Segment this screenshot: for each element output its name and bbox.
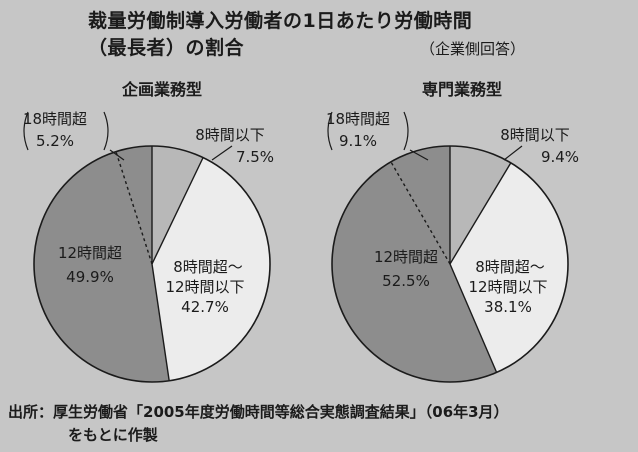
pie-divider [449, 263, 498, 373]
pie-divider [151, 157, 204, 265]
slice-category-label: 8時間以下 [195, 126, 265, 144]
slice-category-label: 8時間超～ [173, 258, 243, 276]
pie-professional: 8時間以下 9.4% 8時間超～ 12時間以下 38.1% 12時間超 52.5% 18時間超… [326, 110, 579, 383]
slice-value-label: 9.1% [339, 132, 377, 150]
pie-divider [151, 263, 170, 381]
label-bracket-right [403, 111, 409, 151]
slice-value-label: 9.4% [541, 148, 579, 166]
pie-slice [390, 146, 450, 264]
slice-value-label: 49.9% [66, 268, 114, 286]
chart-title-line2: （最長者）の割合 [88, 37, 245, 59]
pie-slice [332, 161, 497, 382]
leader-line [409, 149, 429, 161]
pie-divider-dashed [115, 151, 153, 265]
slice-category-label: 8時間以下 [500, 126, 570, 144]
slice-category-label: 12時間以下 [468, 278, 547, 296]
slice-category-label: 18時間超 [23, 110, 87, 128]
leader-line [211, 145, 233, 161]
respondent-note: （企業側回答） [420, 40, 526, 58]
source-line1: 出所：厚生労働省「2005年度労働時間等総合実態調査結果」（06年3月） [8, 403, 509, 421]
slice-value-label: 42.7% [181, 298, 229, 316]
pie-title-professional: 専門業務型 [421, 80, 503, 99]
slice-category-label: 8時間超～ [475, 258, 545, 276]
pie-slice [152, 146, 204, 264]
label-bracket-right [103, 111, 109, 151]
leader-line [109, 149, 125, 161]
slice-category-label: 12時間超 [58, 244, 122, 262]
label-bracket-left [23, 111, 29, 151]
source-line2: をもとに作製 [68, 426, 158, 444]
chart-title-line1: 裁量労働制導入労働者の1日あたり労働時間 [88, 10, 473, 32]
leader-line [503, 145, 523, 161]
slice-value-label: 7.5% [236, 148, 274, 166]
pie-slice [152, 157, 270, 381]
slice-value-label: 5.2% [36, 132, 74, 150]
pie-divider-dashed [390, 161, 451, 265]
slice-value-label: 52.5% [382, 272, 430, 290]
pie-planning: 8時間以下 7.5% 8時間超～ 12時間以下 42.7% 12時間超 49.9% 18時間超… [23, 110, 274, 383]
pie-divider [449, 162, 512, 265]
pie-slice [33, 151, 170, 383]
pie-title-planning: 企画業務型 [121, 80, 203, 99]
slice-category-label: 12時間以下 [165, 278, 244, 296]
label-bracket-left [327, 111, 333, 151]
slice-category-label: 12時間超 [374, 248, 438, 266]
slice-category-label: 18時間超 [326, 110, 390, 128]
slice-value-label: 38.1% [484, 298, 532, 316]
pie-slice [450, 146, 511, 264]
